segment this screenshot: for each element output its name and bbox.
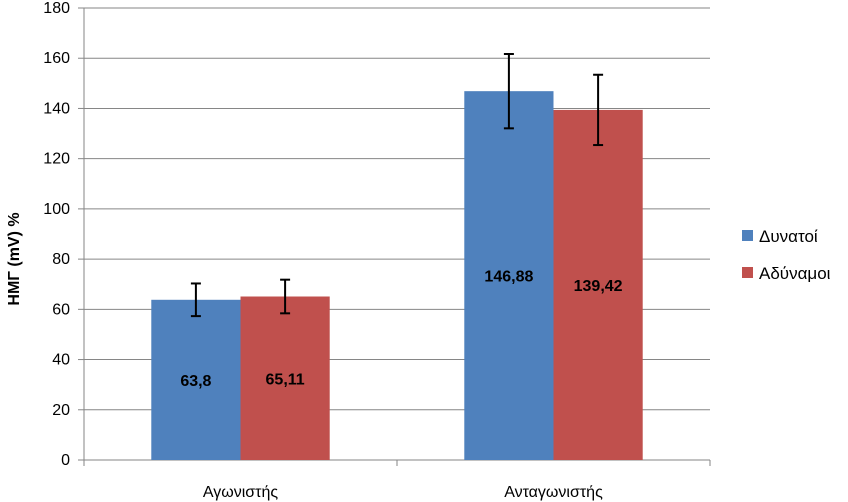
y-tick-label: 140	[43, 100, 70, 117]
y-tick-label: 100	[43, 201, 70, 218]
y-tick-label: 80	[52, 251, 70, 268]
y-tick-label: 20	[52, 402, 70, 419]
y-tick-label: 60	[52, 301, 70, 318]
data-label: 63,8	[180, 373, 211, 390]
legend-label: Αδύναμοι	[759, 264, 831, 283]
data-label: 146,88	[484, 269, 533, 286]
x-category-label: Αγωνιστής	[203, 484, 279, 501]
y-tick-label: 40	[52, 352, 70, 369]
y-tick-label: 120	[43, 151, 70, 168]
x-category-label: Ανταγωνιστής	[504, 484, 603, 501]
bars	[151, 91, 642, 460]
y-tick-label: 180	[43, 0, 70, 17]
data-label: 65,11	[266, 371, 305, 388]
legend-swatch	[742, 230, 753, 241]
legend-label: Δυνατοί	[759, 227, 818, 246]
y-axis-title: ΗΜΓ (mV) %	[6, 212, 23, 305]
legend-swatch	[742, 267, 753, 278]
data-label: 139,42	[574, 278, 623, 295]
y-tick-label: 0	[61, 452, 70, 469]
legend: Δυνατοί Αδύναμοι	[742, 227, 831, 283]
y-tick-label: 160	[43, 50, 70, 67]
